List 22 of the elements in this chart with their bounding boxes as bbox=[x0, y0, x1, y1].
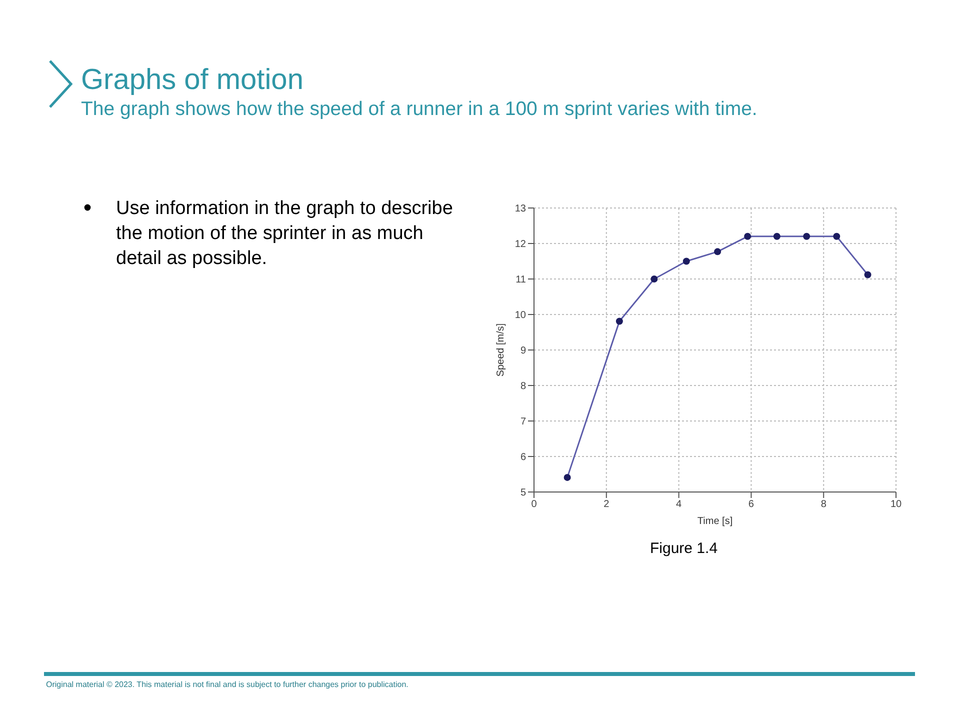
x-tick-label: 4 bbox=[676, 499, 682, 510]
y-tick-label: 6 bbox=[520, 452, 526, 464]
y-tick-label: 7 bbox=[520, 416, 526, 428]
x-tick-label: 10 bbox=[890, 499, 902, 510]
x-tick-label: 6 bbox=[748, 499, 754, 510]
chart-subtitle: The graph shows how the speed of a runner in a 100 m sprint varies with time. bbox=[81, 97, 758, 122]
y-tick-label: 8 bbox=[520, 381, 526, 392]
x-tick-label: 2 bbox=[604, 499, 610, 510]
y-tick-label: 5 bbox=[520, 488, 526, 499]
y-tick-label: 12 bbox=[514, 239, 526, 250]
x-tick-label: 0 bbox=[531, 499, 538, 510]
text: Use information in the graph to describe the motion of the sprinter in as much detail as possible. bbox=[116, 197, 454, 271]
text: Original material © 2023. This material is not final and is subject to further changes prior to publication. bbox=[46, 680, 408, 689]
y-tick-label: 9 bbox=[520, 346, 526, 357]
x-axis-title: Time [s] bbox=[697, 516, 733, 527]
caption: Figure 1.4 bbox=[650, 540, 718, 557]
y-axis-title: Speed [m/s] bbox=[496, 323, 507, 377]
y-tick-label: 11 bbox=[516, 274, 526, 286]
text: Graphs of motion bbox=[81, 64, 304, 97]
x-tick-label: 8 bbox=[820, 499, 827, 510]
y-tick-label: 10 bbox=[514, 310, 526, 322]
y-tick-label: 13 bbox=[514, 204, 526, 215]
